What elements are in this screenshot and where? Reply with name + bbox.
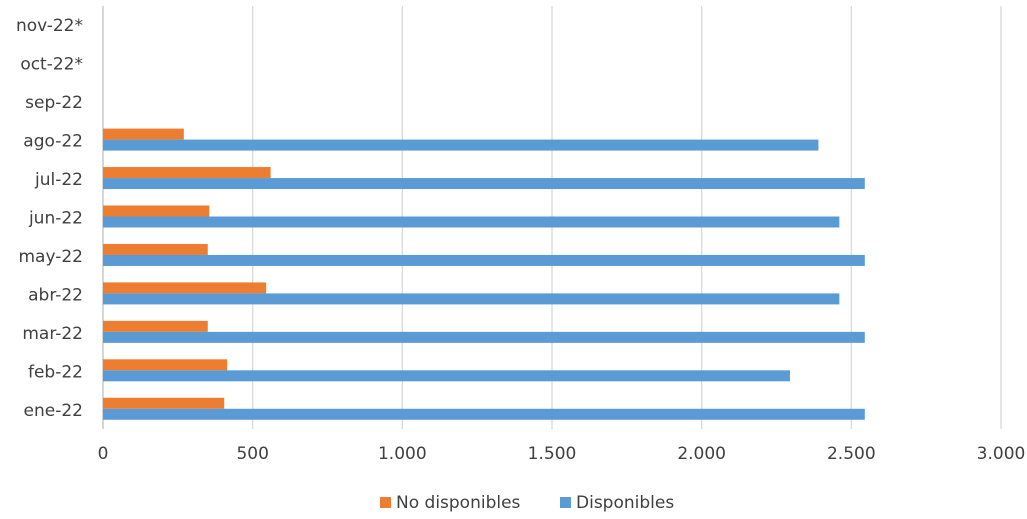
bar-no-disponibles bbox=[103, 282, 267, 294]
bar-disponibles bbox=[103, 139, 819, 151]
x-tick-label: 1.500 bbox=[528, 444, 577, 464]
category-labels: nov-22* oct-22* sep-22 ago-22 jul-22 jun-22 ma… bbox=[16, 16, 83, 421]
category-label: nov-22* bbox=[16, 16, 83, 36]
category-label: mar-22 bbox=[22, 324, 83, 344]
category-label: abr-22 bbox=[28, 285, 83, 305]
category-label: oct-22* bbox=[20, 55, 83, 75]
bars bbox=[103, 128, 865, 420]
bar-no-disponibles bbox=[103, 205, 210, 217]
x-axis-tick-labels: 0 500 1.000 1.500 2.000 2.500 3.000 bbox=[98, 444, 1026, 464]
bar-disponibles bbox=[103, 254, 865, 266]
bar-disponibles bbox=[103, 178, 865, 190]
x-tick-label: 2.500 bbox=[827, 444, 876, 464]
bar-disponibles bbox=[103, 216, 840, 228]
legend-label: Disponibles bbox=[576, 493, 674, 513]
x-tick-label: 0 bbox=[98, 444, 109, 464]
category-label: may-22 bbox=[18, 247, 83, 267]
bar-disponibles bbox=[103, 370, 790, 382]
category-label: feb-22 bbox=[28, 362, 83, 382]
bar-no-disponibles bbox=[103, 167, 271, 179]
category-label: ene-22 bbox=[24, 401, 83, 421]
bar-no-disponibles bbox=[103, 359, 228, 371]
category-label: jun-22 bbox=[28, 209, 83, 229]
bar-no-disponibles bbox=[103, 320, 208, 332]
legend-swatch bbox=[560, 497, 571, 508]
legend-swatch bbox=[380, 497, 391, 508]
x-tick-label: 500 bbox=[236, 444, 268, 464]
x-tick-label: 2.000 bbox=[677, 444, 726, 464]
x-tick-label: 3.000 bbox=[977, 444, 1026, 464]
category-label: sep-22 bbox=[25, 93, 83, 113]
x-tick-label: 1.000 bbox=[378, 444, 427, 464]
bar-no-disponibles bbox=[103, 397, 225, 409]
bar-disponibles bbox=[103, 408, 865, 420]
legend: No disponibles Disponibles bbox=[380, 493, 674, 513]
bar-disponibles bbox=[103, 293, 840, 305]
bar-disponibles bbox=[103, 331, 865, 343]
legend-label: No disponibles bbox=[396, 493, 521, 513]
category-label: ago-22 bbox=[23, 132, 83, 152]
bar-no-disponibles bbox=[103, 243, 208, 255]
bar-no-disponibles bbox=[103, 128, 184, 140]
category-label: jul-22 bbox=[34, 170, 83, 190]
